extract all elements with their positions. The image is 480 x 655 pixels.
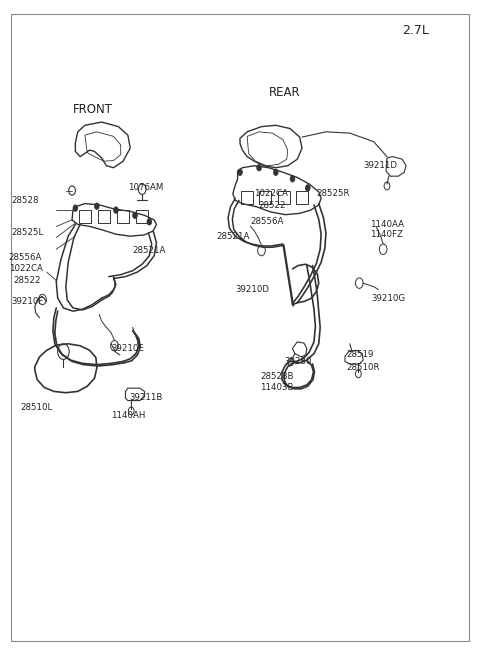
Circle shape <box>257 164 262 171</box>
Text: FRONT: FRONT <box>73 102 113 115</box>
Text: 28525L: 28525L <box>11 229 43 237</box>
Text: 28522: 28522 <box>13 276 41 285</box>
Text: 39210G: 39210G <box>371 293 406 303</box>
Circle shape <box>132 212 137 219</box>
Circle shape <box>290 176 295 182</box>
Circle shape <box>238 169 242 176</box>
Text: 1140FZ: 1140FZ <box>370 230 403 238</box>
Text: 28556A: 28556A <box>251 217 284 227</box>
Text: 28519: 28519 <box>346 350 373 360</box>
Circle shape <box>305 185 310 191</box>
Circle shape <box>95 203 99 210</box>
Text: 28528: 28528 <box>11 196 38 205</box>
Text: REAR: REAR <box>269 86 300 99</box>
Circle shape <box>274 169 278 176</box>
Text: 28528B: 28528B <box>260 372 294 381</box>
Text: 1076AM: 1076AM <box>128 183 163 192</box>
Text: 28521A: 28521A <box>216 232 250 240</box>
Text: 28521A: 28521A <box>132 246 166 255</box>
Text: 1022CA: 1022CA <box>254 189 288 198</box>
Text: 39211B: 39211B <box>129 394 163 402</box>
Text: 11403B: 11403B <box>260 383 294 392</box>
Text: 39210F: 39210F <box>11 297 43 306</box>
Text: 28510L: 28510L <box>21 403 53 411</box>
Text: 1022CA: 1022CA <box>9 265 42 273</box>
Text: 39210E: 39210E <box>111 344 144 353</box>
Text: 39280: 39280 <box>284 357 311 366</box>
Circle shape <box>114 207 118 214</box>
Text: 28525R: 28525R <box>316 189 350 198</box>
Text: 28522: 28522 <box>258 201 286 210</box>
Text: 1140AA: 1140AA <box>370 220 404 229</box>
Text: 39210D: 39210D <box>235 285 269 294</box>
Circle shape <box>147 219 152 225</box>
Text: 39211D: 39211D <box>363 161 397 170</box>
Text: 1140AH: 1140AH <box>111 411 145 420</box>
Text: 28510R: 28510R <box>346 364 380 373</box>
Text: 2.7L: 2.7L <box>402 24 429 37</box>
Text: 28556A: 28556A <box>9 253 42 262</box>
Circle shape <box>73 205 78 212</box>
